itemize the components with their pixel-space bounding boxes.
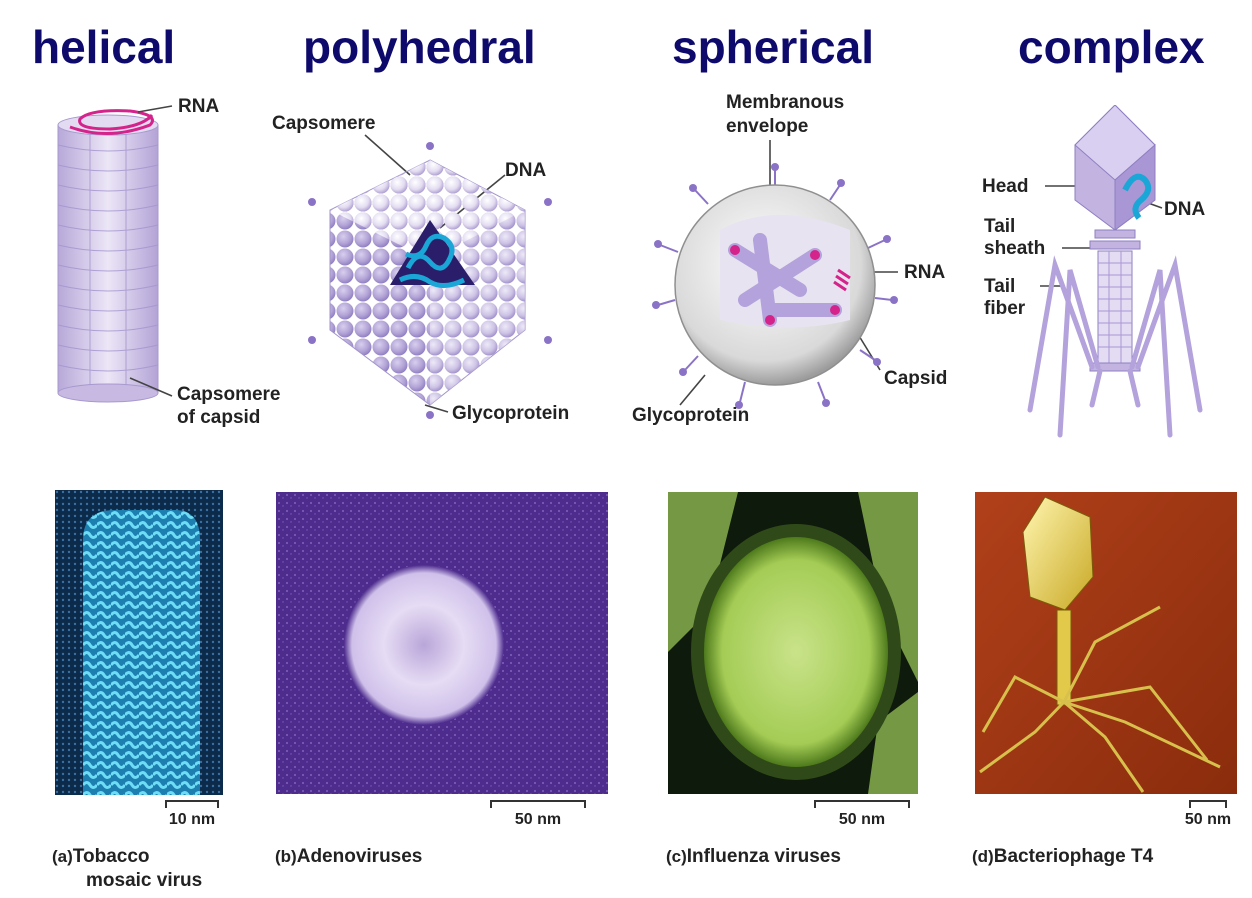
- helical-rna-label: RNA: [178, 96, 220, 117]
- spherical-capsid-label: Capsid: [884, 368, 948, 389]
- scale-bar-b: 50 nm: [486, 800, 590, 829]
- polyhedral-capsomere-label: Capsomere: [272, 113, 376, 134]
- caption-c-letter: (c): [666, 847, 687, 866]
- scale-bar-b-line: [490, 800, 586, 808]
- micrograph-adenoviruses: [276, 492, 608, 794]
- spherical-glycoprotein-label: Glycoprotein: [632, 405, 750, 426]
- caption-c-line-1: Influenza viruses: [686, 846, 841, 867]
- title-spherical: spherical: [672, 21, 874, 73]
- caption-b-line-1: Adenoviruses: [296, 846, 423, 867]
- scale-bar-d-line: [1189, 800, 1227, 808]
- polyhedral-glycoprotein-label: Glycoprotein: [452, 403, 570, 424]
- spherical-rna-label: RNA: [904, 262, 946, 283]
- scale-bar-a-label: 10 nm: [168, 811, 216, 828]
- scale-bar-d-label: 50 nm: [1184, 811, 1232, 828]
- micrograph-bacteriophage-t4: [975, 492, 1237, 794]
- micrograph-influenza-viruses: [668, 492, 918, 794]
- complex-tail-sheath-label-2: sheath: [984, 238, 1046, 259]
- spherical-envelope-label-1: Membranous: [726, 92, 845, 113]
- caption-d-letter: (d): [972, 847, 994, 866]
- scale-bar-b-label: 50 nm: [514, 811, 562, 828]
- helical-capsomere-label-1: Capsomere: [177, 384, 281, 405]
- complex-tail-fiber-label-2: fiber: [984, 298, 1026, 319]
- spherical-virus-diagram: [652, 163, 898, 409]
- complex-dna-label: DNA: [1164, 199, 1206, 220]
- polyhedral-virus-diagram: [308, 142, 552, 419]
- polyhedral-dna-label: DNA: [505, 160, 547, 181]
- caption-d-line-1: Bacteriophage T4: [993, 846, 1154, 867]
- complex-virus-diagram: [1027, 105, 1203, 438]
- caption-c: (c)Influenza viruses: [666, 845, 841, 869]
- scale-bar-c: 50 nm: [810, 800, 914, 829]
- caption-a-letter: (a): [52, 847, 73, 866]
- caption-b-letter: (b): [275, 847, 297, 866]
- spherical-envelope-label-2: envelope: [726, 116, 809, 137]
- title-polyhedral: polyhedral: [303, 21, 536, 73]
- scale-bar-a: 10 nm: [160, 800, 224, 829]
- caption-a-line-1: Tobacco: [72, 846, 150, 867]
- helical-virus-diagram: [57, 109, 159, 403]
- scale-bar-d: 50 nm: [1178, 800, 1238, 829]
- complex-tail-fiber-label-1: Tail: [984, 276, 1016, 297]
- scale-bar-a-line: [165, 800, 219, 808]
- helical-capsomere-label-2: of capsid: [177, 407, 261, 428]
- caption-b: (b)Adenoviruses: [275, 845, 422, 869]
- title-helical: helical: [32, 21, 176, 73]
- scale-bar-c-label: 50 nm: [838, 811, 886, 828]
- micrograph-tobacco-mosaic-virus: [55, 490, 223, 795]
- complex-tail-sheath-label-1: Tail: [984, 216, 1016, 237]
- complex-head-label: Head: [982, 176, 1029, 197]
- caption-a: (a)Tobacco mosaic virus: [52, 845, 202, 893]
- caption-d: (d)Bacteriophage T4: [972, 845, 1153, 869]
- caption-a-line-2: mosaic virus: [86, 870, 203, 891]
- scale-bar-c-line: [814, 800, 910, 808]
- title-complex: complex: [1018, 21, 1205, 73]
